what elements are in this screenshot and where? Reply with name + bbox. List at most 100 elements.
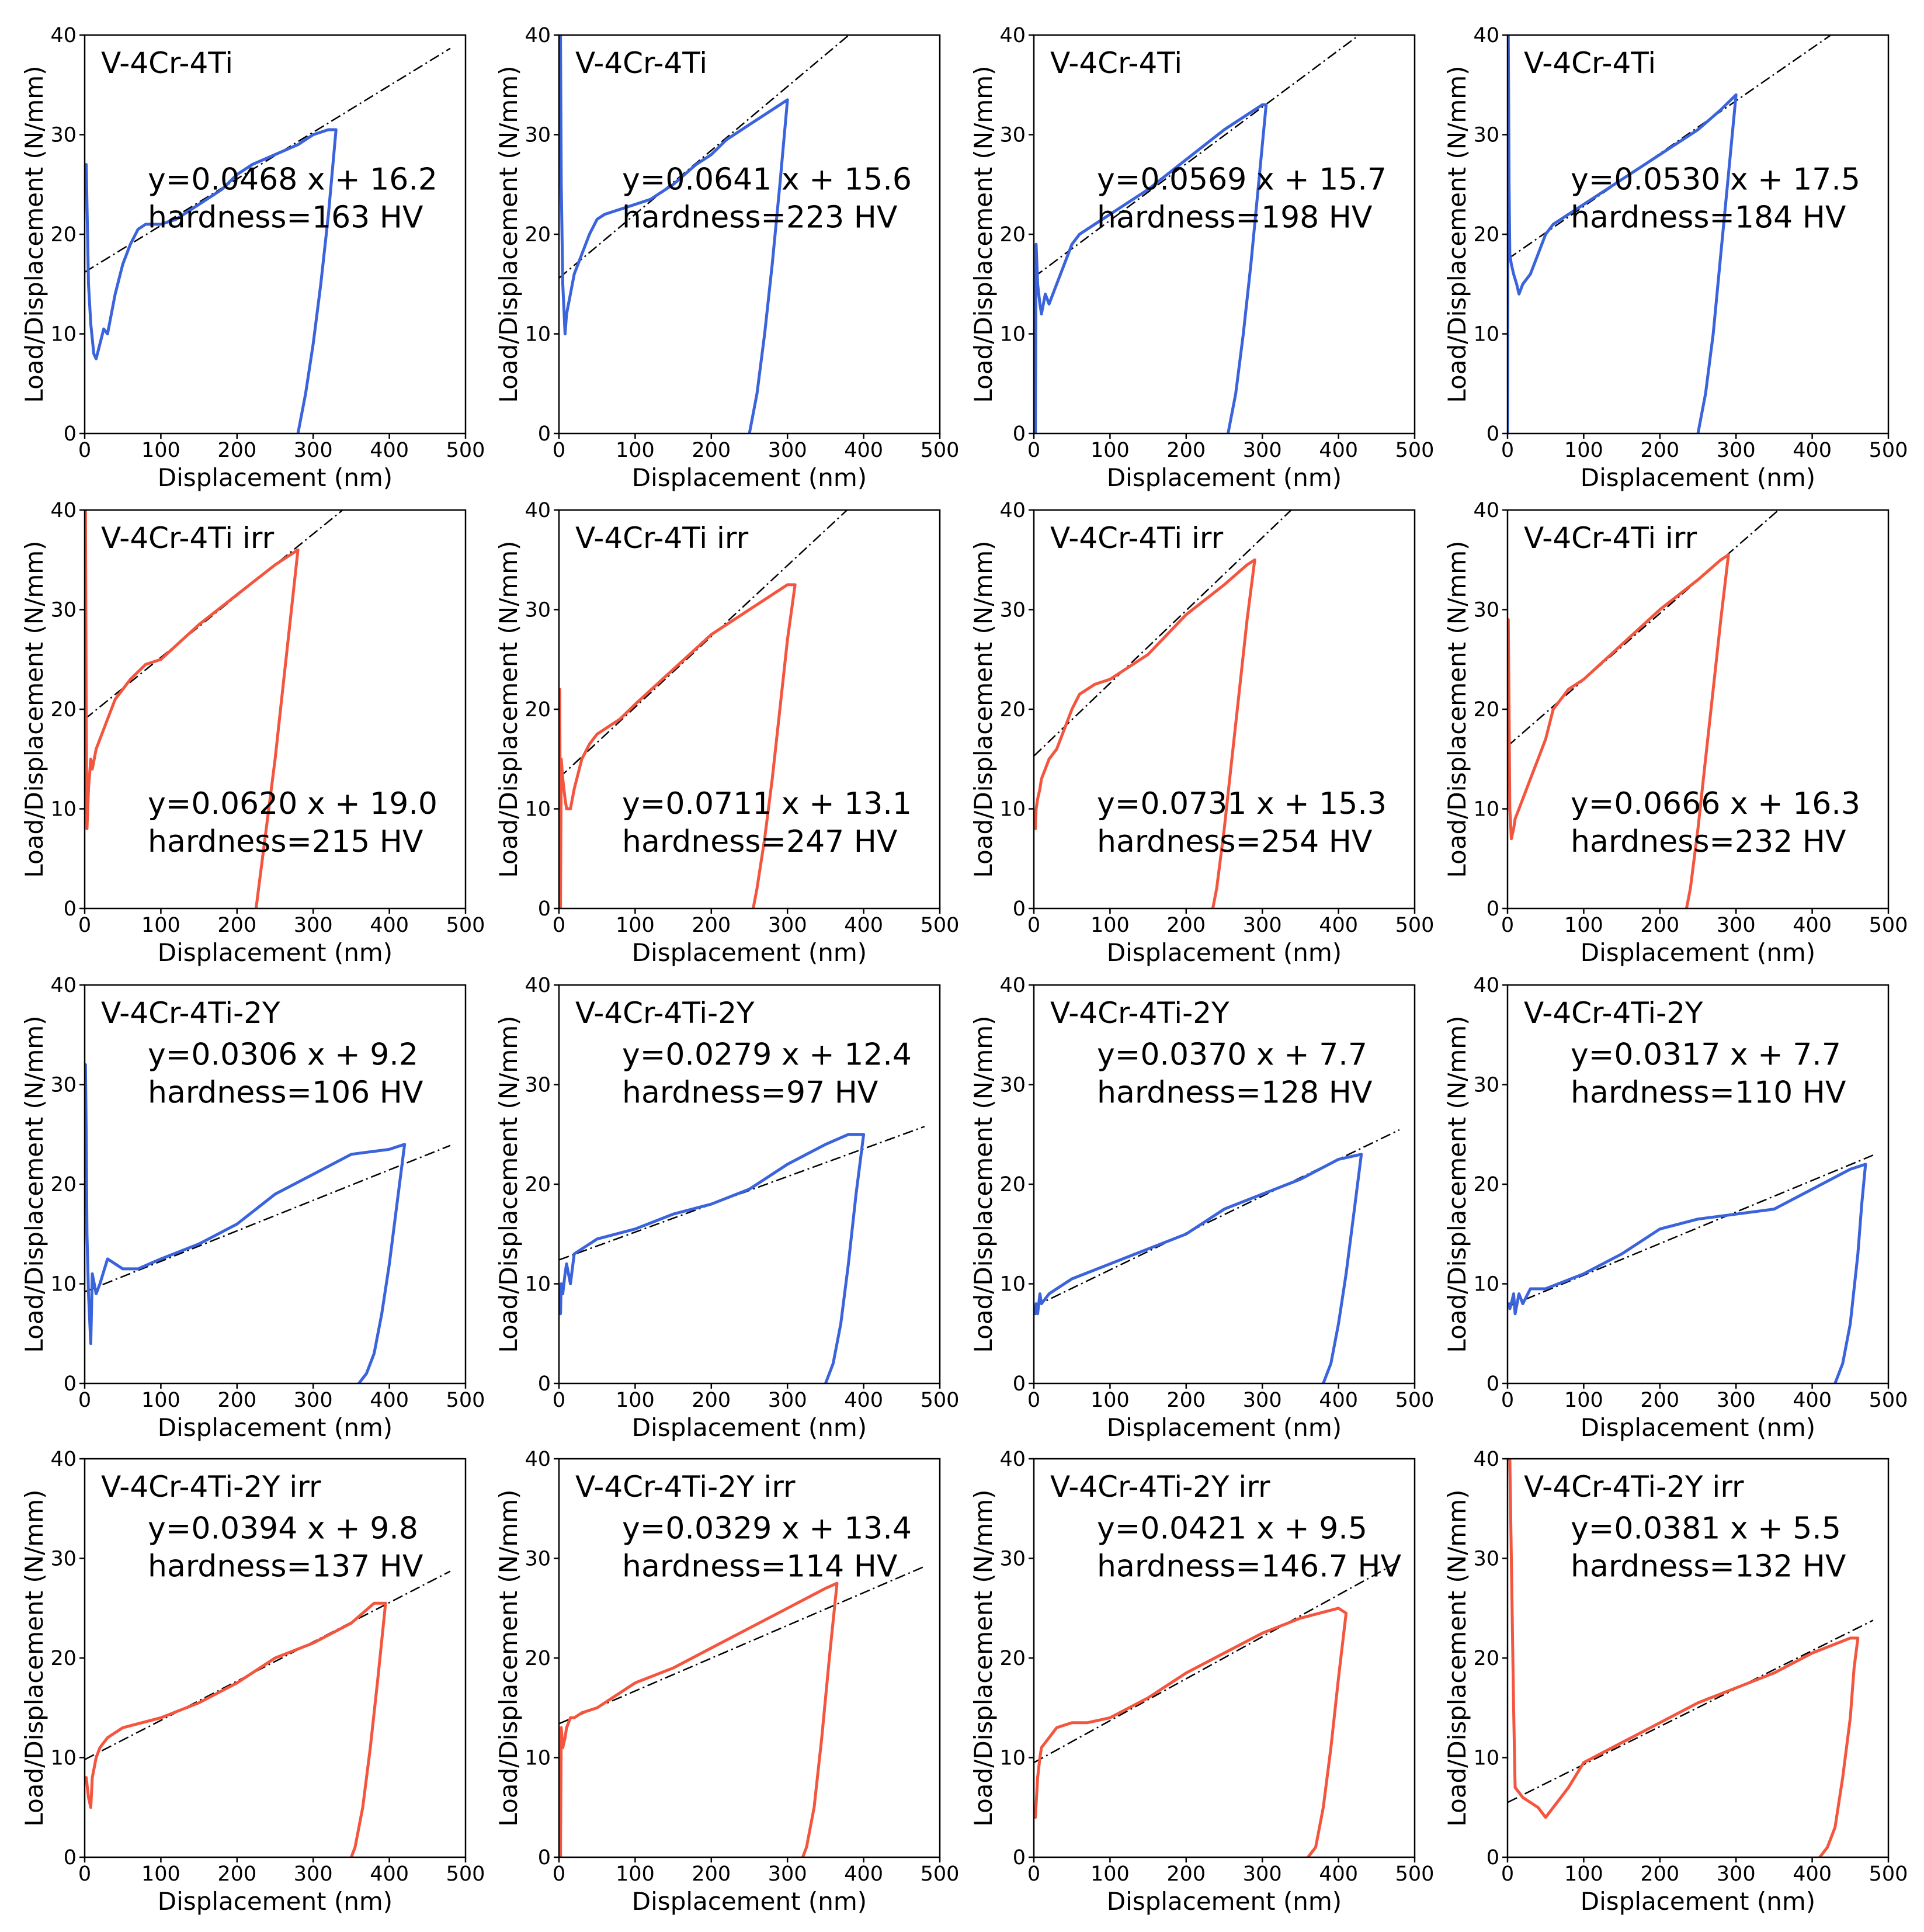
y-tick-label: 40 xyxy=(1473,24,1499,47)
fit-equation: y=0.0569 x + 15.7 xyxy=(1097,162,1387,197)
x-tick-label: 400 xyxy=(844,1862,883,1886)
x-tick-label: 300 xyxy=(1243,1389,1282,1412)
y-tick-label: 20 xyxy=(525,223,551,247)
x-tick-label: 400 xyxy=(1793,914,1832,937)
load-displacement-series xyxy=(85,1063,407,1383)
x-tick-label: 200 xyxy=(1640,1389,1679,1412)
hardness-value: hardness=97 HV xyxy=(622,1075,878,1110)
panel-title: V-4Cr-4Ti-2Y irr xyxy=(101,1470,321,1504)
x-tick-label: 300 xyxy=(1243,914,1282,937)
y-tick-label: 20 xyxy=(1473,1647,1499,1670)
load-displacement-series xyxy=(1508,35,1738,433)
y-tick-label: 20 xyxy=(999,1647,1026,1670)
x-tick-label: 0 xyxy=(78,439,91,462)
fit-line xyxy=(559,35,850,279)
chart-panel: 0 100 200 300 400 500 0 10 20 30 40 Displacement (n… xyxy=(494,24,960,492)
y-axis-label: Load/Displacement (N/mm) xyxy=(20,1489,48,1826)
fit-line xyxy=(85,1144,451,1293)
x-tick-label: 200 xyxy=(217,1389,256,1412)
x-tick-label: 400 xyxy=(844,1389,883,1412)
x-tick-label: 400 xyxy=(1793,439,1832,462)
chart-panel: 0 100 200 300 400 500 0 10 20 30 40 Displacement (n… xyxy=(20,1448,485,1916)
chart-panel: 0 100 200 300 400 500 0 10 20 30 40 Displacement (n… xyxy=(494,1448,959,1916)
x-tick-label: 300 xyxy=(294,1862,333,1886)
fit-equation: y=0.0306 x + 9.2 xyxy=(148,1037,418,1072)
x-tick-label: 300 xyxy=(294,914,333,937)
panel-title: V-4Cr-4Ti xyxy=(1050,46,1182,80)
x-tick-label: 500 xyxy=(921,439,960,462)
x-tick-label: 200 xyxy=(217,439,256,462)
x-tick-label: 100 xyxy=(1091,1862,1130,1886)
x-tick-label: 0 xyxy=(1027,1389,1040,1412)
y-axis-label: Load/Displacement (N/mm) xyxy=(1443,1015,1471,1352)
x-tick-label: 200 xyxy=(692,1389,731,1412)
x-tick-label: 100 xyxy=(141,1862,180,1886)
y-tick-label: 10 xyxy=(1473,323,1499,346)
y-tick-label: 40 xyxy=(1473,974,1499,997)
x-tick-label: 500 xyxy=(446,1862,485,1886)
x-axis-label: Displacement (nm) xyxy=(1107,1413,1342,1442)
panel-title: V-4Cr-4Ti xyxy=(575,46,707,80)
y-tick-label: 0 xyxy=(1487,422,1499,446)
y-tick-label: 20 xyxy=(50,698,77,722)
x-axis-label: Displacement (nm) xyxy=(1581,463,1815,492)
y-tick-label: 10 xyxy=(525,323,551,346)
y-tick-label: 10 xyxy=(1473,1273,1499,1296)
y-tick-label: 10 xyxy=(1473,1747,1499,1770)
chart-panel: 0 100 200 300 400 500 0 10 20 30 40 Displacement (n… xyxy=(494,499,959,967)
x-tick-label: 300 xyxy=(768,1862,807,1886)
x-tick-label: 0 xyxy=(1027,1862,1040,1886)
y-tick-label: 0 xyxy=(538,422,551,446)
y-tick-label: 0 xyxy=(64,1372,77,1396)
y-tick-label: 10 xyxy=(525,798,551,821)
x-tick-label: 500 xyxy=(1395,1862,1435,1886)
chart-panel: 0 100 200 300 400 500 0 10 20 30 40 Displacement (n… xyxy=(1443,499,1908,967)
x-tick-label: 100 xyxy=(141,1389,180,1412)
x-axis-label: Displacement (nm) xyxy=(158,938,393,967)
panel-title: V-4Cr-4Ti irr xyxy=(575,521,749,555)
x-tick-label: 300 xyxy=(1243,439,1282,462)
load-displacement-series xyxy=(1034,1153,1363,1383)
fit-equation: y=0.0421 x + 9.5 xyxy=(1097,1511,1367,1546)
y-axis-label: Load/Displacement (N/mm) xyxy=(1443,65,1471,403)
hardness-value: hardness=137 HV xyxy=(148,1549,423,1584)
hardness-value: hardness=232 HV xyxy=(1571,824,1846,859)
y-tick-label: 40 xyxy=(999,24,1026,47)
y-tick-label: 0 xyxy=(1013,422,1026,446)
x-tick-label: 300 xyxy=(768,914,807,937)
x-axis-label: Displacement (nm) xyxy=(632,463,867,492)
load-displacement-series xyxy=(85,128,338,433)
x-axis-label: Displacement (nm) xyxy=(1581,938,1815,967)
fit-line xyxy=(1034,510,1293,757)
y-tick-label: 10 xyxy=(50,798,77,821)
x-tick-label: 0 xyxy=(1501,1862,1514,1886)
x-tick-label: 0 xyxy=(1501,439,1514,462)
y-tick-label: 20 xyxy=(1473,1173,1499,1196)
y-tick-label: 10 xyxy=(999,1273,1026,1296)
x-tick-label: 0 xyxy=(553,439,565,462)
y-tick-label: 10 xyxy=(999,1747,1026,1770)
x-tick-label: 100 xyxy=(616,1389,655,1412)
x-tick-label: 100 xyxy=(1091,1389,1130,1412)
hardness-value: hardness=223 HV xyxy=(622,200,898,235)
chart-panel: 0 100 200 300 400 500 0 10 20 30 40 Displacement (n… xyxy=(20,24,485,492)
chart-panel: 0 100 200 300 400 500 0 10 20 30 40 Displacement (n… xyxy=(969,974,1434,1442)
x-tick-label: 200 xyxy=(692,914,731,937)
y-tick-label: 40 xyxy=(50,24,77,47)
fit-equation: y=0.0317 x + 7.7 xyxy=(1571,1037,1841,1072)
x-tick-label: 500 xyxy=(1869,1862,1908,1886)
y-tick-label: 10 xyxy=(999,798,1026,821)
x-tick-label: 100 xyxy=(1564,914,1603,937)
x-axis-label: Displacement (nm) xyxy=(632,1887,867,1916)
y-tick-label: 0 xyxy=(1013,1846,1026,1869)
x-tick-label: 300 xyxy=(768,439,807,462)
hardness-value: hardness=132 HV xyxy=(1571,1549,1846,1584)
y-tick-label: 20 xyxy=(999,698,1026,722)
y-tick-label: 30 xyxy=(50,599,77,622)
x-tick-label: 500 xyxy=(1395,1389,1435,1412)
hardness-value: hardness=128 HV xyxy=(1097,1075,1373,1110)
y-tick-label: 40 xyxy=(525,499,551,522)
x-tick-label: 100 xyxy=(616,1862,655,1886)
panel-title: V-4Cr-4Ti-2Y xyxy=(1050,996,1230,1030)
x-tick-label: 100 xyxy=(141,439,180,462)
